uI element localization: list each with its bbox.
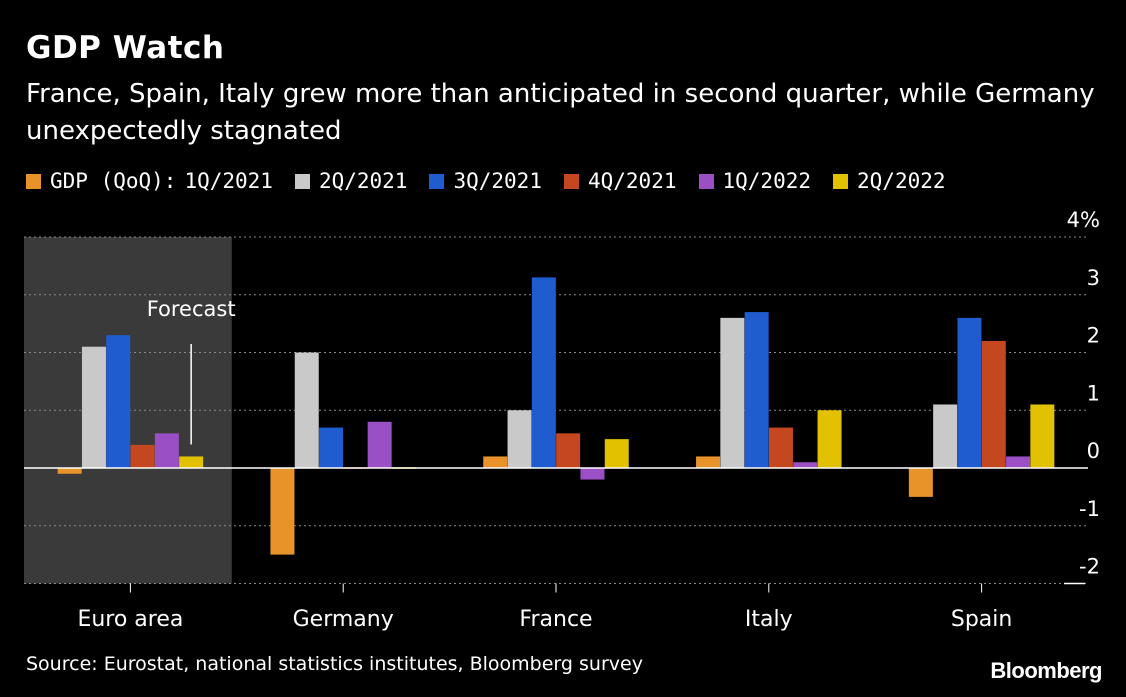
y-tick-label: -1: [1079, 497, 1100, 521]
legend-label-4q2021: 4Q/2021: [587, 169, 677, 193]
x-tick-label-spain: Spain: [951, 607, 1012, 632]
bars: [57, 277, 1055, 555]
legend-swatch-3q2021: [429, 173, 445, 189]
legend-swatch-1q2021: [26, 173, 41, 189]
legend-label-3q2021: 3Q/2021: [453, 169, 542, 193]
bar-euro-area-2q2021: [81, 346, 106, 468]
bar-spain-2q2022: [1030, 404, 1055, 468]
legend-item-2q2022: 2Q/2022: [833, 169, 946, 193]
y-tick-label: 0: [1087, 439, 1100, 463]
bar-euro-area-4q2021: [130, 444, 155, 468]
y-tick-label: 1: [1087, 381, 1100, 405]
legend-label-1q2021: 1Q/2021: [184, 169, 273, 193]
bar-france-4q2021: [556, 433, 581, 468]
legend-item-1q2022: 1Q/2022: [698, 169, 812, 193]
bar-italy-1q2021: [696, 456, 721, 468]
bar-spain-3q2021: [957, 317, 982, 468]
x-tick-label-euro-area: Euro area: [77, 607, 183, 632]
chart-subtitle: France, Spain, Italy grew more than anti…: [26, 79, 1095, 146]
bar-spain-1q2022: [1006, 456, 1031, 468]
bar-spain-4q2021: [981, 340, 1006, 468]
y-tick-label: -2: [1079, 555, 1100, 579]
bar-france-3q2021: [531, 277, 556, 468]
x-tick-label-italy: Italy: [745, 607, 793, 632]
legend-swatch-2q2022: [833, 173, 849, 189]
bar-germany-2q2021: [294, 352, 319, 468]
legend-prefix: GDP (QoQ):: [50, 169, 177, 193]
bar-france-2q2022: [604, 439, 629, 468]
bar-euro-area-1q2021: [57, 468, 82, 474]
chart-title: GDP Watch: [26, 30, 225, 66]
legend-item-3q2021: 3Q/2021: [429, 169, 542, 193]
bar-germany-3q2021: [319, 427, 344, 468]
legend-item-4q2021: 4Q/2021: [563, 169, 677, 193]
bloomberg-logo: Bloomberg: [990, 658, 1102, 683]
legend-swatch-4q2021: [563, 173, 579, 189]
bar-spain-1q2021: [908, 468, 933, 497]
bar-italy-1q2022: [793, 462, 818, 468]
y-tick-labels: 4% 3 2 1 0 -1 -2: [1064, 208, 1100, 585]
source-note: Source: Eurostat, national statistics in…: [26, 653, 643, 675]
legend-swatch-1q2022: [698, 173, 714, 189]
bar-france-2q2021: [507, 410, 532, 468]
y-tick-label: 4%: [1067, 208, 1100, 232]
bar-germany-1q2021: [270, 468, 295, 555]
bar-euro-area-1q2022: [154, 433, 179, 468]
bar-spain-2q2021: [933, 404, 958, 468]
y-tick-label: 2: [1087, 324, 1100, 348]
gdp-bar-chart: 4% 3 2 1 0 -1 -2 Euro area Germany France Italy Sp…: [24, 208, 1100, 632]
bar-euro-area-2q2022: [179, 456, 204, 468]
legend-item-2q2021: 2Q/2021: [294, 169, 408, 193]
y-tick-label: 3: [1087, 266, 1100, 290]
chart-legend: GDP (QoQ): 1Q/2021 2Q/2021 3Q/2021 4Q/20…: [26, 169, 968, 193]
bar-euro-area-3q2021: [106, 335, 131, 468]
forecast-annotation: Forecast: [147, 297, 236, 321]
legend-label-2q2022: 2Q/2022: [857, 169, 946, 193]
x-tick-label-germany: Germany: [293, 607, 394, 632]
bar-france-1q2022: [580, 468, 605, 480]
legend-swatch-2q2021: [294, 173, 310, 189]
x-tick-label-france: France: [519, 607, 592, 632]
bar-italy-3q2021: [744, 312, 769, 468]
legend-label-1q2022: 1Q/2022: [722, 169, 812, 193]
bar-italy-2q2022: [817, 410, 842, 468]
bar-france-1q2021: [483, 456, 508, 468]
bar-italy-2q2021: [720, 317, 745, 468]
bar-italy-4q2021: [768, 427, 793, 468]
x-axis: Euro area Germany France Italy Spain: [77, 583, 1012, 632]
legend-label-2q2021: 2Q/2021: [318, 169, 408, 193]
bar-germany-1q2022: [367, 421, 392, 468]
